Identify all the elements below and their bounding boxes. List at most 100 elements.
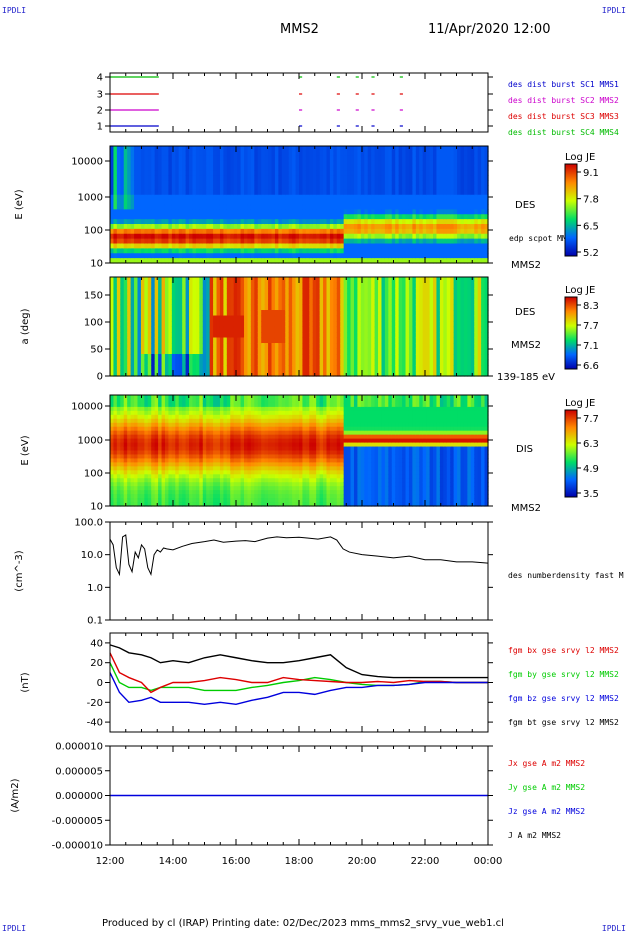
heatmap-cell [450, 326, 455, 333]
heatmap-cell [285, 185, 290, 191]
heatmap-cell [357, 343, 362, 350]
heatmap-cell [384, 282, 389, 289]
heatmap-cell [295, 253, 300, 259]
heatmap-cell [453, 348, 458, 355]
heatmap-cell [360, 233, 365, 240]
heatmap-cell [154, 258, 159, 264]
heatmap-cell [326, 224, 331, 230]
heatmap-cell [113, 398, 118, 404]
heatmap-cell [316, 209, 321, 215]
heatmap-cell [484, 146, 489, 152]
heatmap-cell [343, 160, 348, 167]
heatmap-cell [254, 224, 259, 230]
heatmap-cell [463, 277, 468, 284]
heatmap-cell [364, 304, 369, 311]
heatmap-cell [481, 337, 486, 344]
heatmap-cell [415, 354, 420, 361]
heatmap-cell [274, 337, 279, 344]
heatmap-cell [213, 233, 218, 240]
heatmap-cell [367, 282, 372, 289]
heatmap-cell [388, 337, 393, 344]
heatmap-cell [329, 243, 334, 249]
heatmap-cell [357, 228, 362, 235]
heatmap-cell [261, 282, 266, 289]
heatmap-cell [353, 228, 359, 235]
heatmap-cell [319, 209, 324, 215]
heatmap-cell [237, 160, 242, 167]
heatmap-cell [353, 155, 359, 162]
heatmap-cell [140, 414, 145, 420]
heatmap-cell [329, 354, 334, 361]
heatmap-cell [378, 310, 383, 317]
heatmap-cell [127, 442, 132, 448]
heatmap-cell [175, 310, 180, 317]
heatmap-cell [388, 219, 393, 225]
heatmap-cell [481, 253, 486, 259]
heatmap-cell [233, 189, 238, 196]
heatmap-cell [116, 422, 121, 428]
heatmap-cell [199, 155, 204, 162]
heatmap-cell [381, 233, 386, 240]
heatmap-cell [233, 214, 238, 220]
heatmap-cell [120, 430, 125, 436]
heatmap-cell [195, 243, 200, 249]
heatmap-cell [147, 498, 152, 503]
heatmap-cell [209, 258, 214, 264]
heatmap-cell [137, 180, 142, 186]
heatmap-cell [271, 343, 276, 350]
heatmap-cell [364, 189, 369, 196]
heatmap-cell [467, 238, 472, 245]
heatmap-cell [161, 321, 166, 328]
heatmap-cell [274, 233, 279, 240]
heatmap-cell [116, 430, 121, 436]
heatmap-cell [120, 194, 125, 201]
heatmap-cell [134, 248, 139, 254]
heatmap-cell [192, 315, 197, 322]
heatmap-cell [116, 450, 121, 456]
heatmap-cell [364, 224, 369, 230]
heatmap-cell [113, 462, 118, 467]
heatmap-cell [144, 410, 149, 416]
heatmap-cell [347, 228, 352, 235]
heatmap-cell [285, 160, 290, 167]
heatmap-cell [323, 326, 328, 333]
heatmap-cell [164, 253, 170, 259]
heatmap-cell [340, 233, 345, 240]
heatmap-cell [120, 365, 125, 372]
heatmap-cell [398, 199, 403, 206]
heatmap-cell [405, 165, 410, 171]
heatmap-cell [130, 194, 135, 201]
heatmap-cell [371, 248, 376, 254]
heatmap-cell [130, 170, 135, 176]
heatmap-cell [309, 332, 314, 339]
heatmap-cell [353, 243, 359, 249]
heatmap-cell [292, 326, 297, 333]
heatmap-cell [281, 348, 286, 355]
heatmap-cell [415, 288, 420, 295]
heatmap-cell [261, 258, 266, 264]
heatmap-cell [134, 406, 139, 412]
heatmap-cell [453, 146, 458, 152]
heatmap-cell [347, 150, 352, 157]
heatmap-cell [278, 175, 283, 181]
heatmap-cell [347, 155, 352, 162]
heatmap-cell [226, 165, 231, 171]
heatmap-cell [110, 410, 115, 416]
heatmap-cell [195, 288, 200, 295]
heatmap-cell [130, 482, 135, 487]
heatmap-cell [137, 434, 142, 440]
heatmap-cell [195, 219, 200, 225]
heatmap-cell [443, 146, 448, 152]
heatmap-cell [261, 293, 266, 300]
heatmap-cell [144, 155, 149, 162]
heatmap-cell [261, 214, 266, 220]
heatmap-cell [450, 359, 455, 366]
heatmap-cell [144, 466, 149, 471]
heatmap-cell [333, 310, 338, 317]
heatmap-cell [333, 219, 338, 225]
heatmap-cell [116, 343, 121, 350]
heatmap-cell [419, 224, 424, 230]
heatmap-cell [374, 326, 379, 333]
heatmap-cell [329, 337, 334, 344]
heatmap-cell [161, 293, 166, 300]
